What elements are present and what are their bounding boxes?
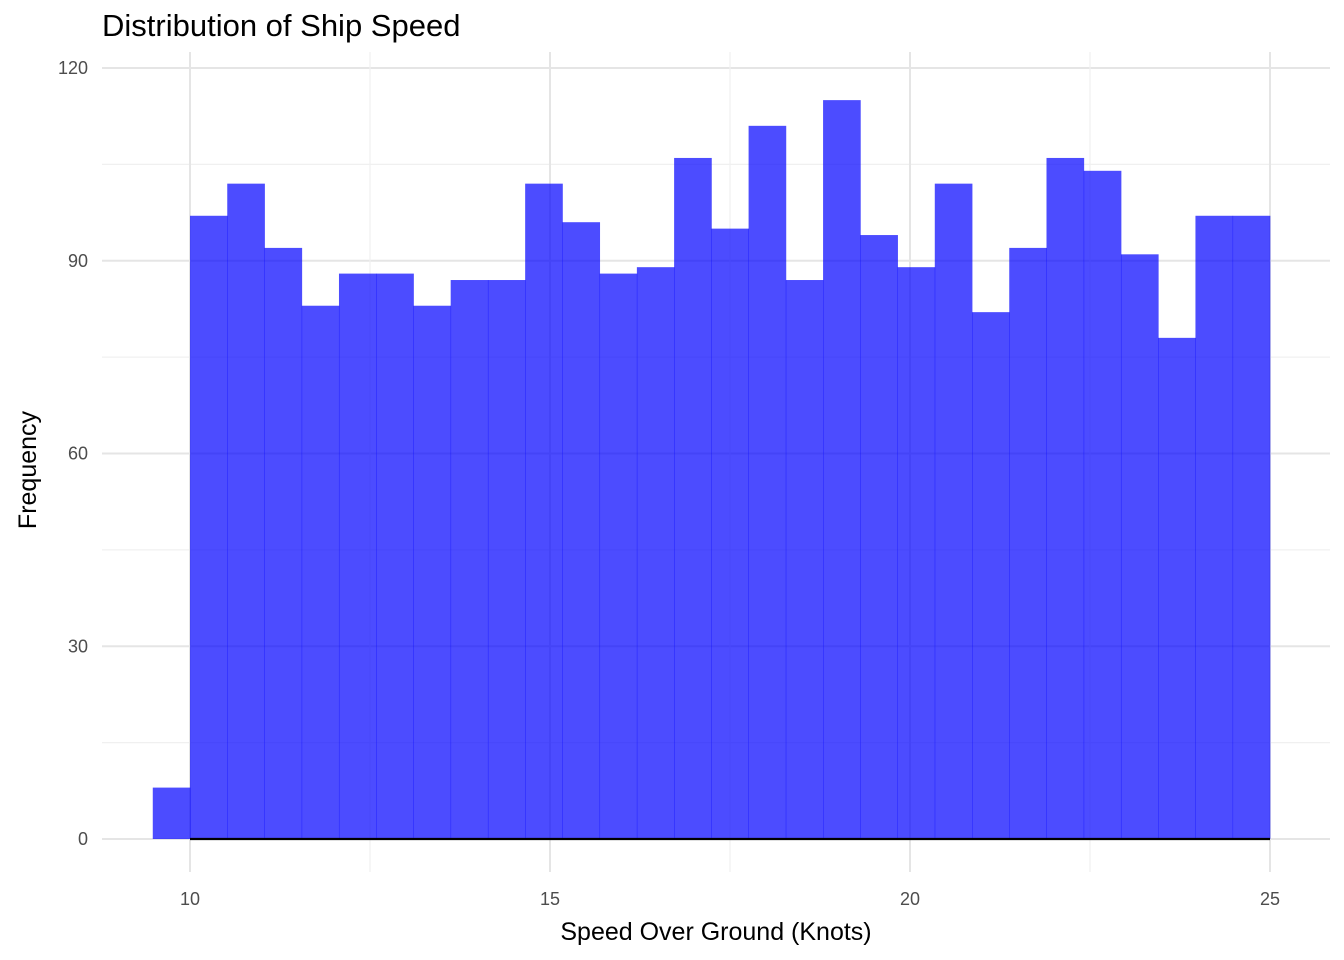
histogram-bar	[674, 157, 712, 839]
x-tick-label: 25	[1260, 889, 1280, 909]
histogram-bar	[636, 267, 675, 839]
histogram-bar	[1046, 157, 1085, 839]
histogram-bar	[413, 305, 452, 840]
histogram-bar	[562, 222, 601, 839]
x-tick-labels: 10 15 20 25	[180, 889, 1280, 909]
histogram-bar	[711, 228, 749, 839]
histogram-bar	[376, 273, 414, 840]
x-tick-label: 15	[540, 889, 560, 909]
histogram-bar	[487, 280, 526, 839]
histogram-bar	[748, 125, 787, 839]
y-tick-label: 90	[68, 251, 88, 271]
histogram-bars	[152, 100, 1271, 840]
histogram-bar	[525, 183, 563, 839]
y-tick-label: 60	[68, 444, 88, 464]
histogram-bar	[860, 235, 898, 840]
histogram-bar	[972, 312, 1010, 839]
x-tick-label: 10	[180, 889, 200, 909]
histogram-bar	[450, 280, 489, 839]
x-axis-title: Speed Over Ground (Knots)	[560, 918, 871, 946]
histogram-bar	[1158, 337, 1196, 839]
histogram-bar	[934, 183, 973, 839]
y-tick-label: 30	[68, 636, 88, 656]
histogram-bar	[190, 215, 228, 839]
histogram-bar	[785, 280, 824, 839]
histogram-bar	[1195, 215, 1234, 839]
histogram-bar	[599, 273, 638, 840]
y-tick-labels: 0 30 60 90 120	[58, 58, 88, 849]
histogram-bar	[264, 247, 303, 839]
chart-title: Distribution of Ship Speed	[102, 8, 461, 43]
histogram-bar	[152, 787, 191, 839]
histogram-bar	[1083, 170, 1122, 840]
histogram-bar	[227, 183, 265, 839]
y-tick-label: 0	[78, 829, 88, 849]
histogram-bar	[338, 273, 377, 840]
histogram-bar	[823, 100, 861, 839]
histogram-bar	[1120, 254, 1159, 839]
x-tick-label: 20	[900, 889, 920, 909]
y-axis-title: Frequency	[14, 410, 42, 529]
histogram-bar	[301, 305, 340, 840]
y-tick-label: 120	[58, 58, 88, 78]
histogram-bar	[1232, 215, 1271, 839]
histogram-bar	[897, 267, 936, 839]
histogram-bar	[1009, 247, 1047, 839]
